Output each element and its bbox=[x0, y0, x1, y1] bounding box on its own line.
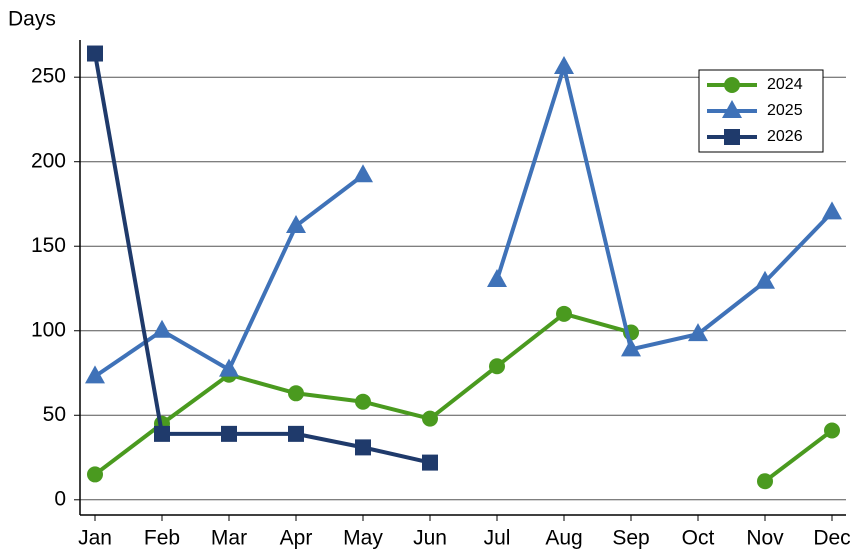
legend: 2024 2025 2026 bbox=[698, 69, 824, 153]
marker bbox=[755, 270, 775, 289]
marker bbox=[219, 358, 239, 377]
y-tick-label: 250 bbox=[31, 65, 66, 88]
marker bbox=[487, 269, 507, 288]
x-tick-label: Jan bbox=[78, 527, 112, 550]
marker bbox=[422, 410, 438, 427]
marker bbox=[152, 319, 172, 338]
marker bbox=[822, 201, 842, 220]
y-tick-label: 0 bbox=[54, 487, 66, 510]
y-tick-label: 100 bbox=[31, 318, 66, 341]
legend-label: 2026 bbox=[767, 128, 803, 145]
x-tick-label: Dec bbox=[813, 527, 850, 550]
marker bbox=[355, 439, 371, 456]
marker bbox=[722, 100, 742, 118]
marker bbox=[85, 365, 105, 384]
marker bbox=[288, 425, 304, 442]
x-tick-label: Jul bbox=[484, 527, 511, 550]
x-tick-label: Feb bbox=[144, 527, 180, 550]
marker bbox=[556, 305, 572, 322]
series-line bbox=[93, 311, 834, 483]
marker bbox=[355, 393, 371, 410]
y-axis-label: Days bbox=[8, 8, 56, 31]
marker bbox=[87, 45, 103, 62]
marker bbox=[422, 454, 438, 471]
y-tick-label: 50 bbox=[43, 403, 66, 426]
y-tick-label: 150 bbox=[31, 234, 66, 257]
x-tick-label: Jun bbox=[413, 527, 447, 550]
legend-label: 2024 bbox=[767, 76, 803, 93]
series-line bbox=[93, 53, 431, 465]
x-tick-label: Nov bbox=[746, 527, 784, 550]
marker bbox=[724, 77, 740, 93]
marker bbox=[489, 358, 505, 375]
x-tick-label: Aug bbox=[545, 527, 582, 550]
marker bbox=[724, 129, 740, 145]
marker bbox=[353, 164, 373, 183]
legend-label: 2025 bbox=[767, 102, 803, 119]
x-tick-label: Apr bbox=[280, 527, 313, 550]
marker bbox=[757, 473, 773, 490]
y-tick-label: 200 bbox=[31, 149, 66, 172]
x-tick-label: Mar bbox=[211, 527, 247, 550]
marker bbox=[87, 466, 103, 483]
marker bbox=[288, 385, 304, 402]
marker bbox=[621, 338, 641, 357]
marker bbox=[286, 214, 306, 233]
marker bbox=[688, 323, 708, 342]
marker bbox=[554, 56, 574, 75]
x-tick-label: Sep bbox=[612, 527, 649, 550]
x-tick-label: May bbox=[343, 527, 383, 550]
marker bbox=[824, 422, 840, 439]
marker bbox=[221, 425, 237, 442]
x-tick-label: Oct bbox=[682, 527, 715, 550]
marker bbox=[154, 425, 170, 442]
